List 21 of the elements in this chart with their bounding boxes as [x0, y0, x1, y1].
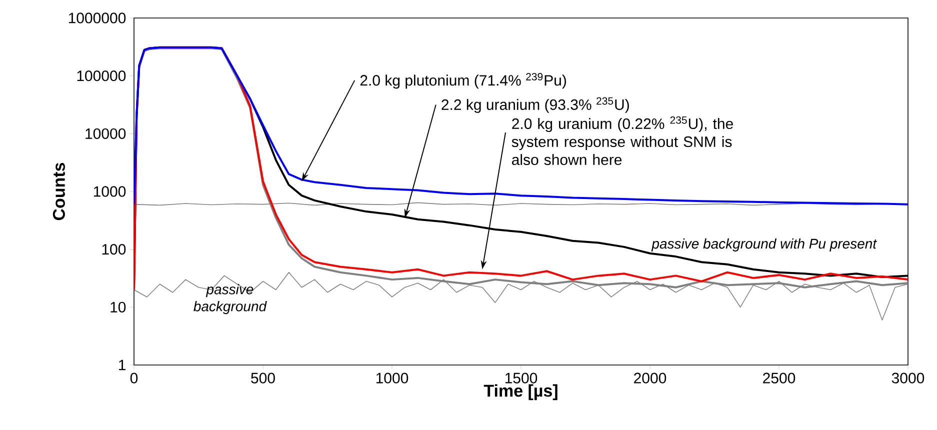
annotation: 2.0 kg uranium (0.22% $^{235}$U), the system response without SNM is also shown here — [512, 116, 733, 166]
y-tick-label: 10000 — [86, 128, 126, 139]
text: passive background with Pu present — [651, 238, 878, 252]
x-tick-label: 1000 — [376, 372, 408, 384]
x-tick-label: 2500 — [763, 372, 796, 384]
y-axis-title: Counts — [52, 162, 65, 220]
y-tick-label: 1000 — [94, 186, 126, 197]
x-tick-label: 2000 — [634, 372, 666, 384]
annotation: 2.0 kg plutonium (71.4% $^{239}$Pu) — [360, 72, 566, 89]
y-tick-label: 10 — [110, 302, 126, 312]
x-tick-label: 500 — [251, 372, 275, 384]
y-tick-label: 100 — [102, 244, 126, 255]
annotation: 2.2 kg uranium (93.3% $^{235}$U) — [442, 97, 629, 113]
y-tick-label: 100000 — [77, 70, 126, 82]
x-tick-label: 3000 — [892, 372, 924, 384]
y-tick-label: 1000000 — [68, 12, 126, 24]
x-tick-label: 0 — [130, 372, 138, 384]
y-tick-label: 1 — [119, 360, 126, 370]
x-tick-label: 1500 — [505, 372, 538, 384]
x-axis-title: Time [µs] — [484, 384, 558, 400]
series-label: passive background — [194, 284, 267, 314]
